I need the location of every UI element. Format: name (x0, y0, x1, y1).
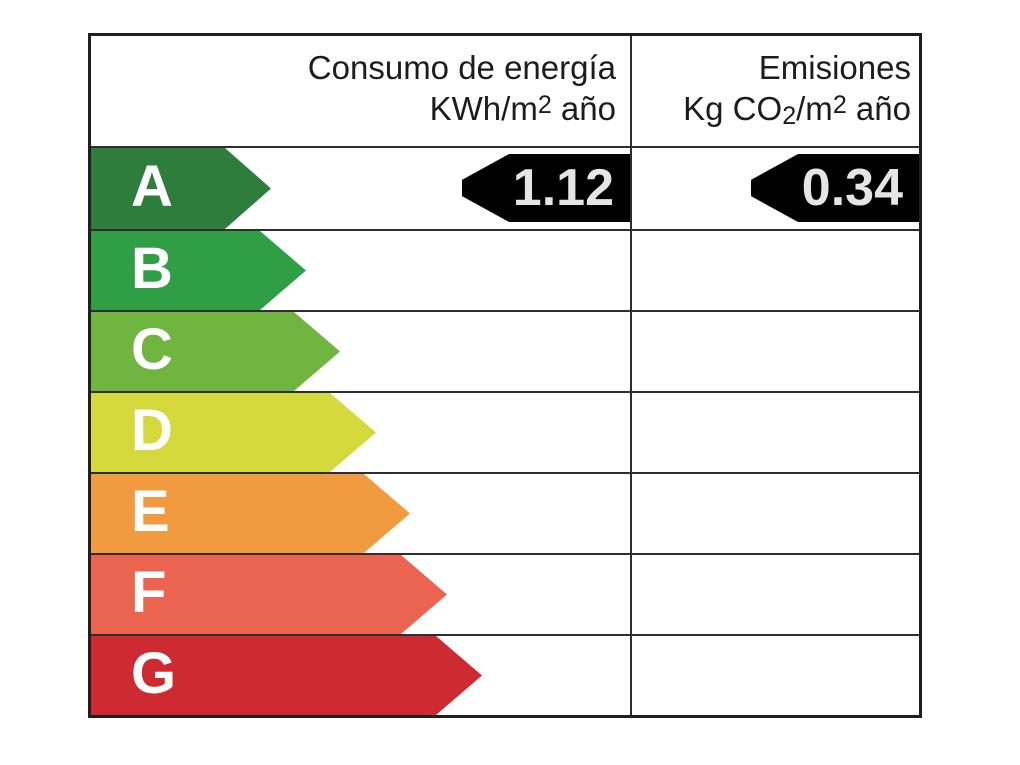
grade-g-arrow: G (91, 636, 482, 715)
grade-e-cell: E (91, 474, 630, 553)
grade-c-letter: C (131, 316, 173, 382)
grade-row-e: E (91, 472, 919, 553)
header-consumo-line2: KWh/m2 año (429, 89, 616, 127)
grade-d-arrow: D (91, 393, 376, 472)
grade-d-cell: D (91, 393, 630, 472)
grade-a-cell: A 1.12 (91, 148, 630, 229)
table-header: Consumo de energía KWh/m2 año Emisiones … (91, 36, 919, 148)
emisiones-value: 0.34 (801, 159, 903, 217)
grade-d-letter: D (131, 397, 173, 463)
grade-b-letter: B (131, 235, 173, 301)
grade-c-arrow: C (91, 312, 340, 391)
consumo-value: 1.12 (512, 159, 614, 217)
grade-e-arrow: E (91, 474, 410, 553)
header-emisiones-line2: Kg CO2/m2 año (683, 89, 911, 131)
grade-c-cell: C (91, 312, 630, 391)
grade-row-b: B (91, 229, 919, 310)
grade-row-c: C (91, 310, 919, 391)
grade-f-arrow: F (91, 555, 447, 634)
grade-f-letter: F (131, 559, 167, 625)
emisiones-value-arrow: 0.34 (751, 154, 919, 222)
grade-a-cell-right: 0.34 (630, 148, 919, 229)
grade-b-cell: B (91, 231, 630, 310)
consumo-value-arrow: 1.12 (462, 154, 630, 222)
grade-g-letter: G (131, 640, 177, 706)
grade-row-g: G (91, 634, 919, 715)
energy-table: Consumo de energía KWh/m2 año Emisiones … (88, 33, 922, 718)
grade-row-d: D (91, 391, 919, 472)
grade-a-letter: A (131, 153, 173, 219)
grade-a-arrow: A (91, 148, 271, 229)
grade-row-f: F (91, 553, 919, 634)
grade-row-a: A 1.12 0.34 (91, 148, 919, 229)
header-emisiones-line1: Emisiones (758, 49, 911, 86)
grade-b-arrow: B (91, 231, 306, 310)
grade-rows: A 1.12 0.34 B (91, 148, 919, 715)
grade-f-cell: F (91, 555, 630, 634)
header-emisiones: Emisiones Kg CO2/m2 año (630, 36, 919, 146)
header-consumo-line1: Consumo de energía (307, 49, 616, 86)
grade-e-letter: E (131, 478, 170, 544)
header-consumo: Consumo de energía KWh/m2 año (91, 36, 630, 146)
grade-g-cell: G (91, 636, 630, 715)
